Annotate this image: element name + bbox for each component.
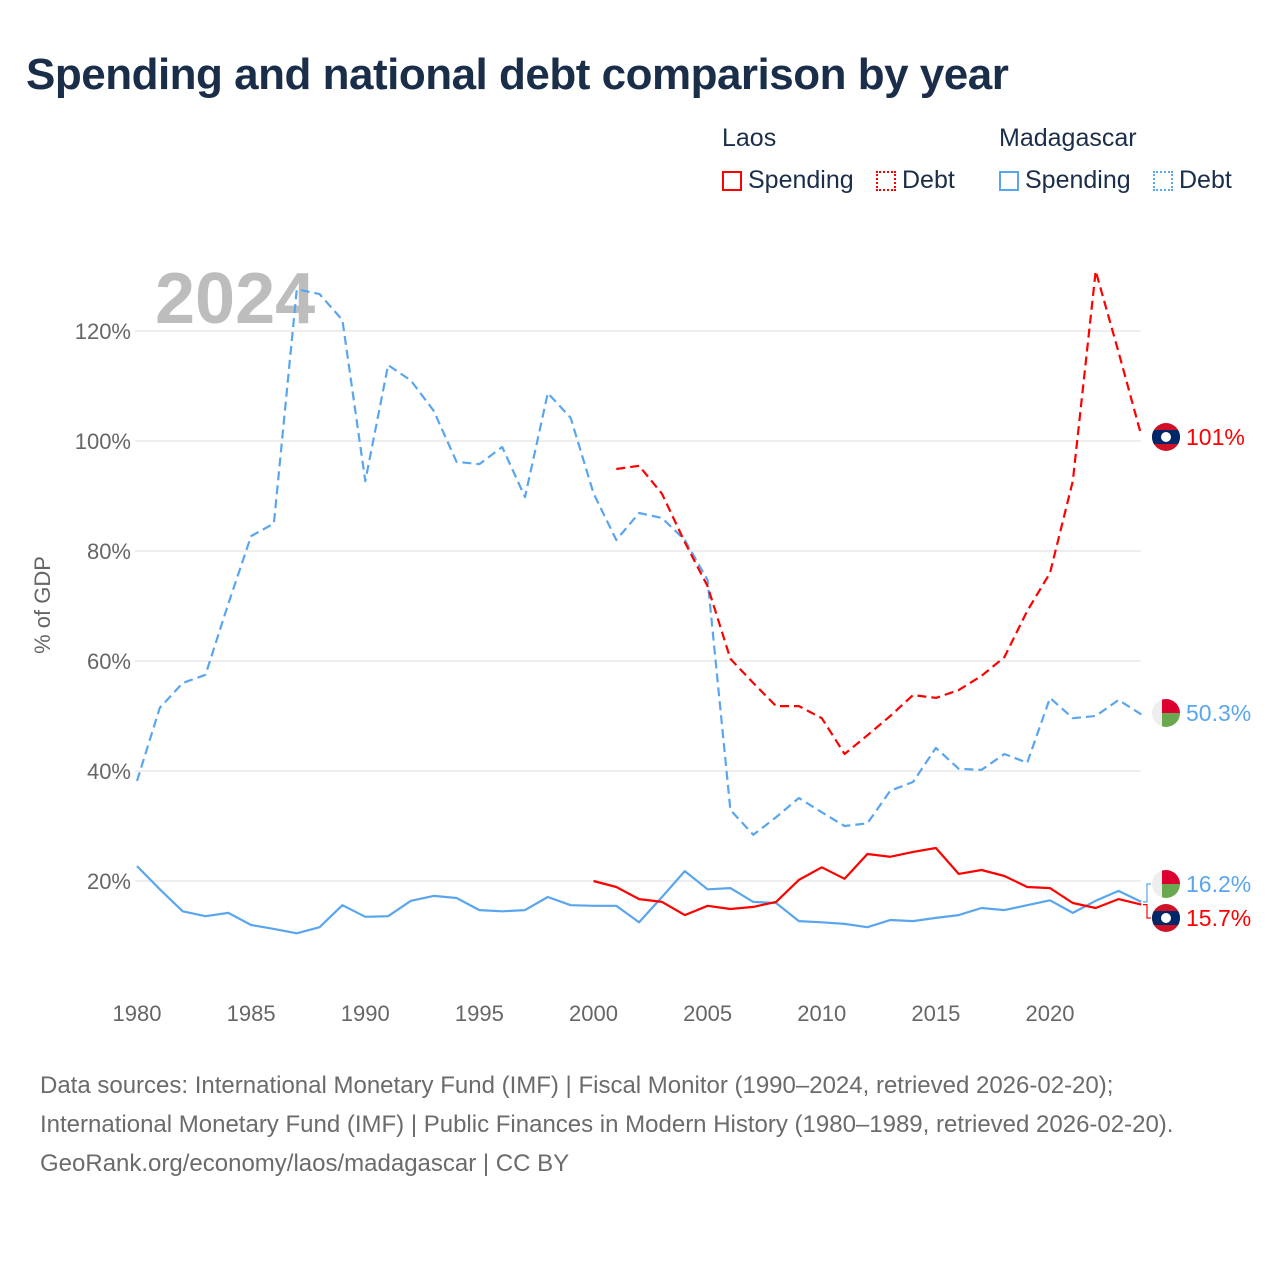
legend-label: Debt <box>1179 166 1232 194</box>
legend-group-laos: Laos <box>722 124 777 152</box>
laos-flag-icon <box>1152 904 1180 932</box>
legend-laos-spending[interactable]: Spending <box>722 166 854 195</box>
legend-label: Debt <box>902 166 955 194</box>
dotted-swatch-icon <box>876 170 896 191</box>
series-line-madagascar-debt[interactable] <box>135 288 1142 836</box>
end-value-label: 101% <box>1186 424 1245 450</box>
chart-title: Spending and national debt comparison by… <box>26 50 1009 99</box>
x-tick-label: 1985 <box>227 1001 276 1026</box>
x-tick-label: 1980 <box>113 1001 162 1026</box>
label-connector <box>1143 904 1151 919</box>
label-connector <box>1143 883 1151 903</box>
y-tick-label: 20% <box>87 869 131 894</box>
x-tick-label: 2015 <box>911 1001 960 1026</box>
end-value-label: 50.3% <box>1186 700 1251 726</box>
data-sources: Data sources: International Monetary Fun… <box>40 1072 1174 1138</box>
x-tick-label: 2005 <box>683 1001 732 1026</box>
legend-madagascar-spending[interactable]: Spending <box>999 166 1131 195</box>
series-line-madagascar-spending[interactable] <box>136 865 1142 935</box>
madagascar-flag-icon <box>1152 699 1180 727</box>
madagascar-flag-icon <box>1152 870 1180 898</box>
laos-flag-icon <box>1152 423 1180 451</box>
legend-group-madagascar: Madagascar <box>999 124 1137 152</box>
legend-laos-debt[interactable]: Debt <box>876 166 955 195</box>
x-tick-label: 2020 <box>1026 1001 1075 1026</box>
y-tick-label: 40% <box>87 759 131 784</box>
y-axis-label: % of GDP <box>30 556 55 654</box>
footer: Data sources: International Monetary Fun… <box>40 1066 1240 1183</box>
legend-label: Spending <box>1025 166 1131 194</box>
credit-link[interactable]: GeoRank.org/economy/laos/madagascar | CC… <box>40 1150 570 1177</box>
x-tick-label: 1995 <box>455 1001 504 1026</box>
y-tick-label: 120% <box>75 319 131 344</box>
end-value-label: 16.2% <box>1186 871 1251 897</box>
solid-swatch-icon <box>999 170 1019 191</box>
legend-madagascar-debt[interactable]: Debt <box>1153 166 1232 195</box>
year-watermark: 2024 <box>155 259 315 339</box>
end-value-label: 15.7% <box>1186 905 1251 931</box>
x-tick-label: 2010 <box>797 1001 846 1026</box>
x-tick-label: 1990 <box>341 1001 390 1026</box>
series-line-laos-debt[interactable] <box>616 269 1143 756</box>
series-line-laos-spending[interactable] <box>593 846 1142 917</box>
y-tick-label: 100% <box>75 429 131 454</box>
y-tick-label: 80% <box>87 539 131 564</box>
solid-swatch-icon <box>722 170 742 191</box>
x-tick-label: 2000 <box>569 1001 618 1026</box>
y-tick-label: 60% <box>87 649 131 674</box>
legend-label: Spending <box>748 166 854 194</box>
dotted-swatch-icon <box>1153 170 1173 191</box>
